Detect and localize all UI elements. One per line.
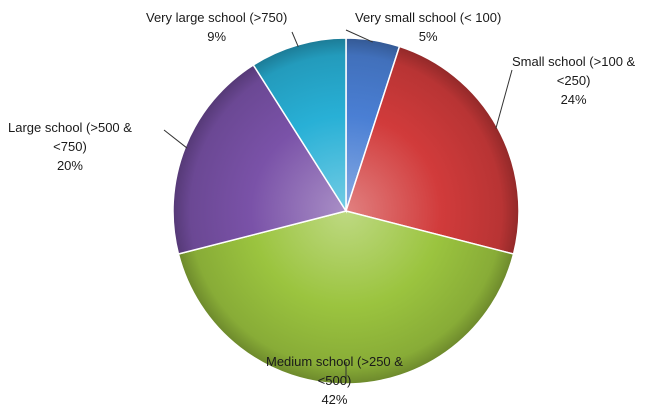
slice-label-large: Large school (>500 & <750) 20% — [8, 118, 132, 175]
slice-value-label: 42% — [321, 392, 348, 407]
leader-line-very-large — [291, 31, 299, 47]
slice-label-line: Medium school (>250 & — [266, 354, 403, 369]
slice-value-label: 20% — [56, 158, 83, 173]
slice-label-medium: Medium school (>250 & <500) 42% — [266, 352, 403, 409]
slice-value-label: 9% — [207, 29, 227, 44]
slice-label-line: <750) — [53, 139, 87, 154]
leader-line-very-small — [345, 29, 373, 43]
slice-label-line: Very large school (>750) — [146, 10, 288, 25]
slice-label-line: <500) — [317, 373, 352, 388]
slice-label-line: <250) — [556, 73, 591, 88]
slice-label-line: Large school (>500 & — [8, 120, 132, 135]
pie-slices — [172, 37, 520, 385]
leader-lines — [163, 29, 513, 382]
leader-line-small — [495, 69, 513, 129]
slice-label-small: Small school (>100 & <250) 24% — [512, 52, 635, 109]
slice-value-label: 24% — [560, 92, 587, 107]
slice-label-very-small: Very small school (< 100) 5% — [355, 8, 501, 46]
pie-slice-small — [345, 45, 520, 255]
slice-label-line: Small school (>100 & — [512, 54, 636, 69]
pie-slice-medium — [177, 210, 515, 385]
pie-slice-large — [172, 63, 348, 255]
slice-label-very-large: Very large school (>750) 9% — [146, 8, 287, 46]
slice-value-label: 5% — [418, 29, 438, 44]
slice-label-line: Very small school (< 100) — [355, 10, 502, 25]
leader-line-large — [163, 129, 188, 149]
